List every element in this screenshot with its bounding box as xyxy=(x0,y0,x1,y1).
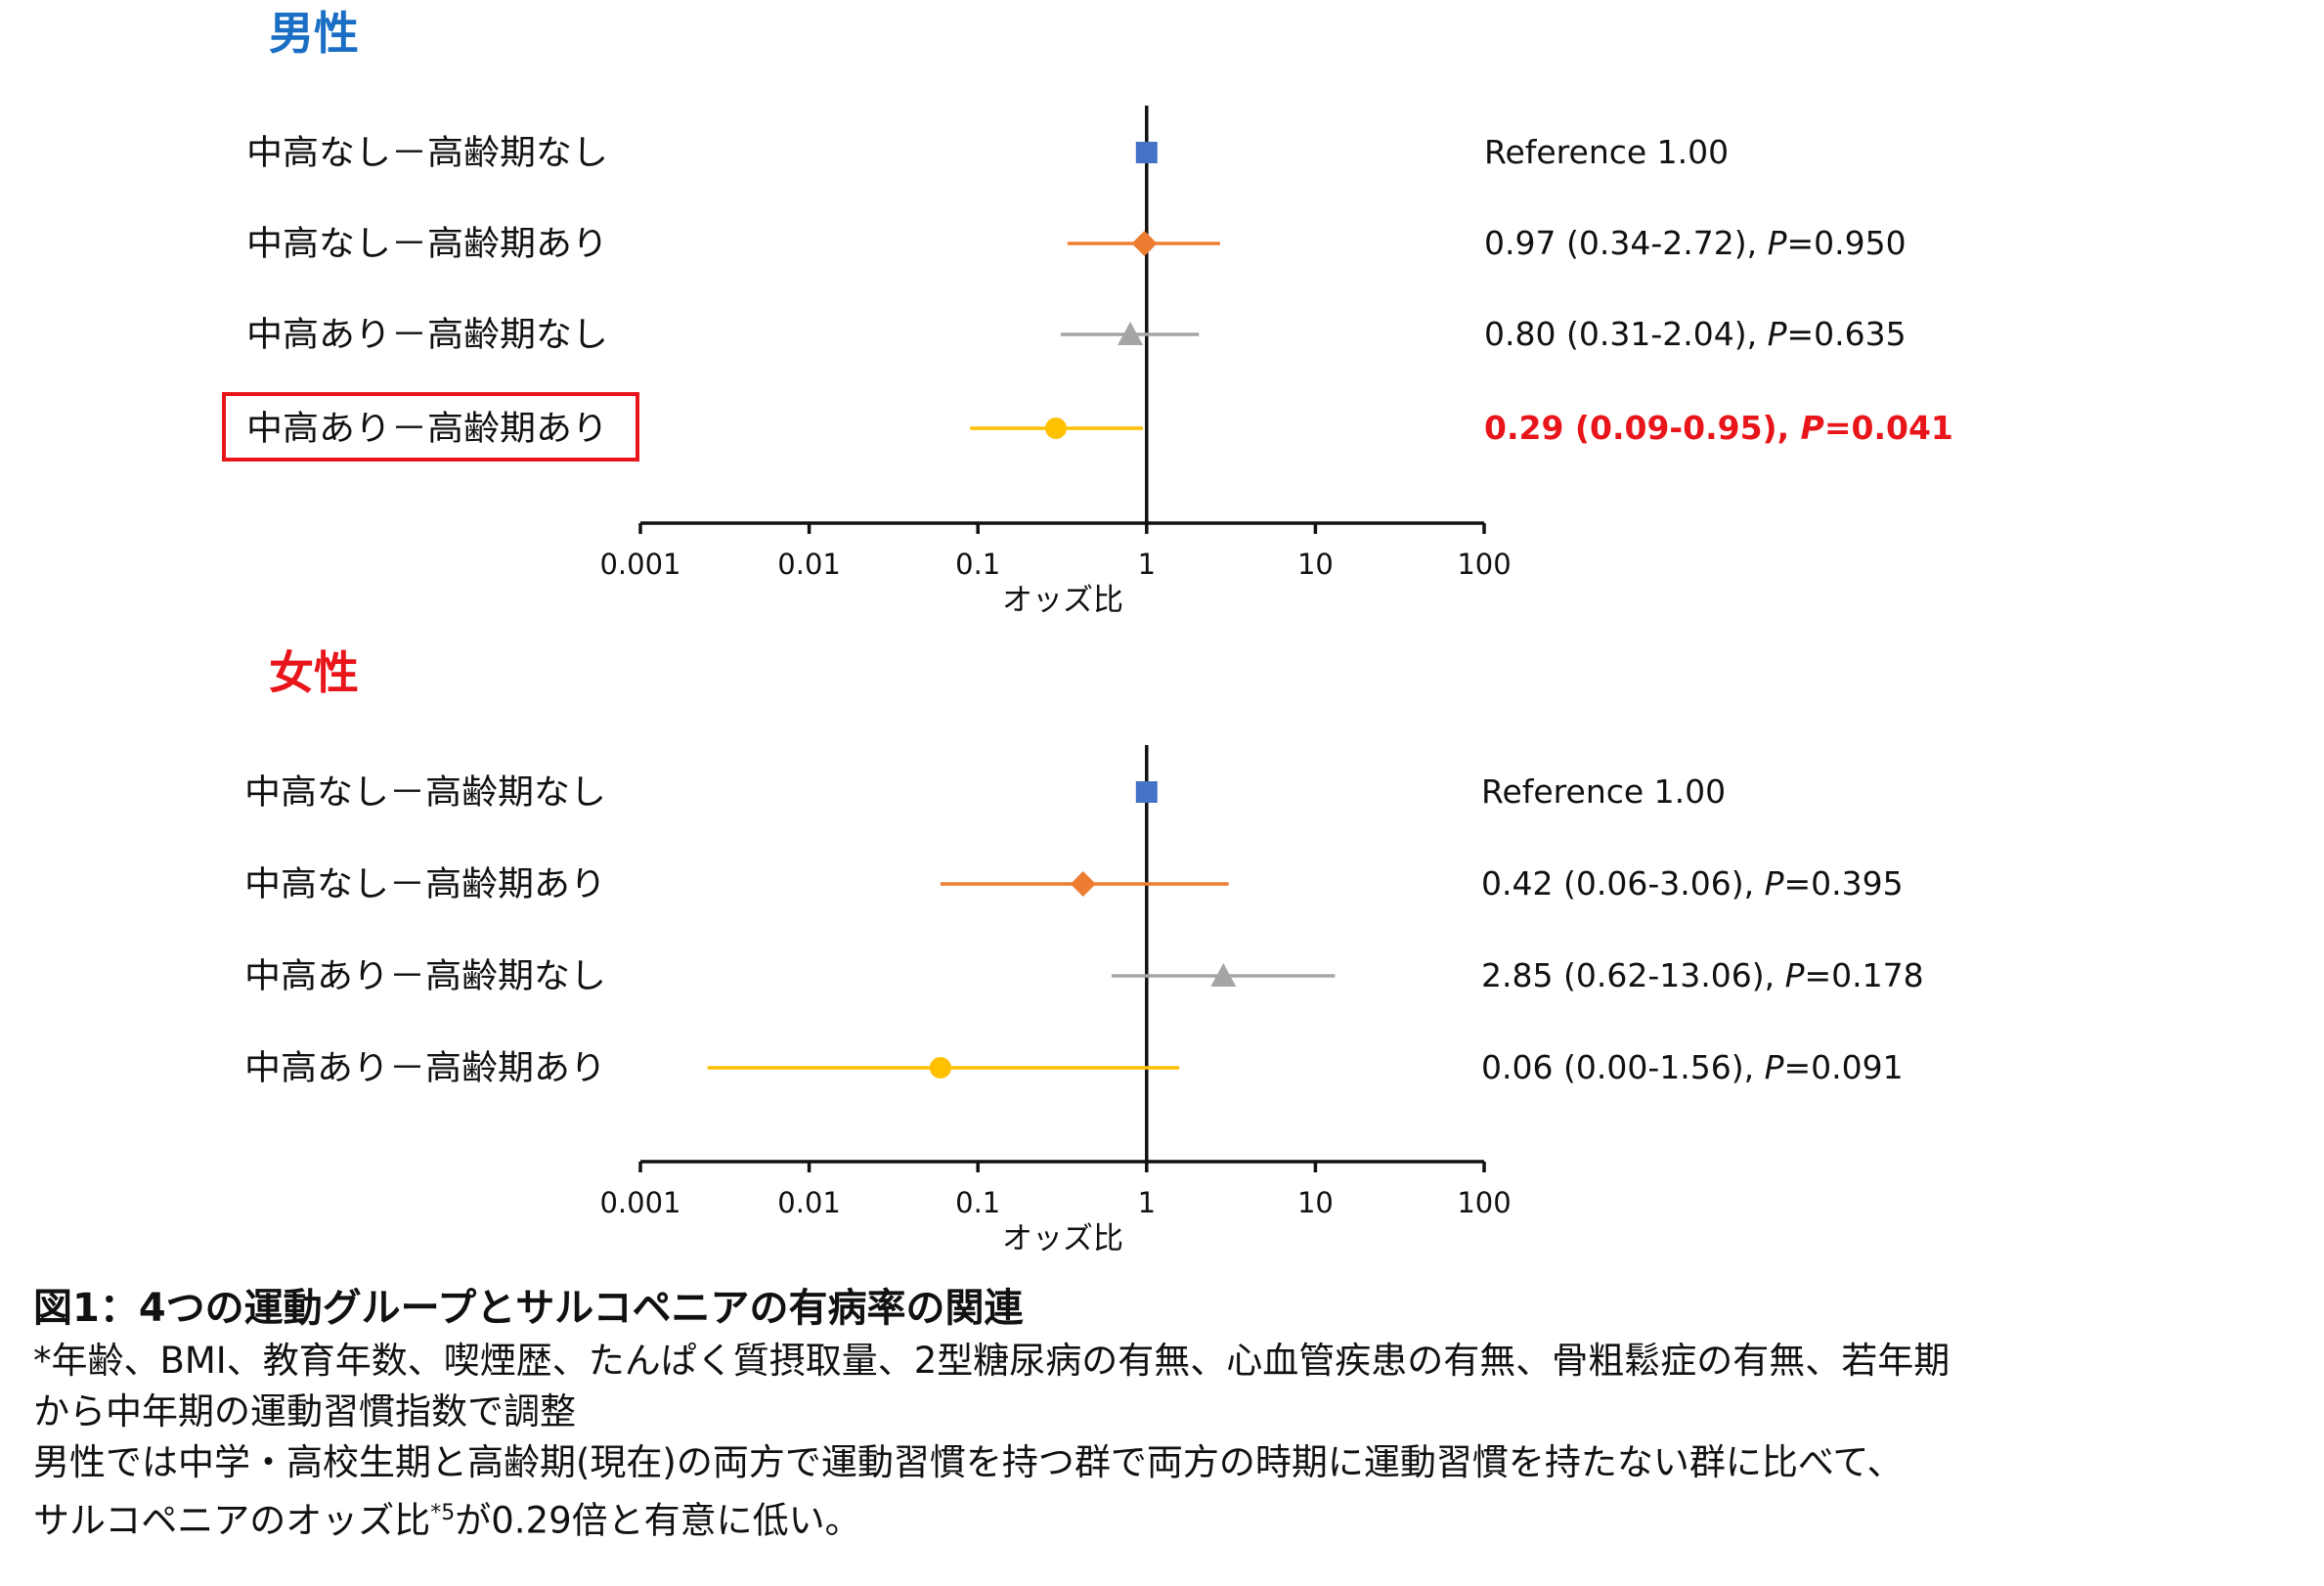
panel-title: 男性 xyxy=(269,7,359,60)
row-value: Reference 1.00 xyxy=(1481,772,1726,811)
row-label: 中高あり－高齢期なし xyxy=(244,957,606,996)
x-tick-label: 1 xyxy=(1138,1186,1156,1219)
square-marker xyxy=(1135,142,1158,163)
x-tick-label: 0.001 xyxy=(599,1186,680,1219)
x-tick-label: 10 xyxy=(1297,1186,1334,1219)
row-label: 中高なし－高齢期あり xyxy=(246,225,608,264)
triangle-marker xyxy=(1118,322,1144,345)
x-tick-label: 0.1 xyxy=(955,548,1000,581)
p-value: =0.395 xyxy=(1783,864,1903,903)
footnote-marker: *5 xyxy=(430,1501,456,1525)
estimate-text: 2.85 (0.62-13.06), xyxy=(1481,956,1785,994)
row-label: 中高あり－高齢期あり xyxy=(246,410,608,449)
row-value: 0.80 (0.31-2.04), P=0.635 xyxy=(1484,315,1907,353)
row-value: 0.42 (0.06-3.06), P=0.395 xyxy=(1481,864,1904,903)
p-value: =0.635 xyxy=(1786,315,1906,353)
row-label: 中高なし－高齢期あり xyxy=(244,865,606,904)
diamond-marker xyxy=(1131,231,1158,256)
circle-marker xyxy=(1045,418,1068,439)
row-value: 0.29 (0.09-0.95), P=0.041 xyxy=(1484,409,1953,447)
p-label: P xyxy=(1768,315,1787,353)
p-value: =0.178 xyxy=(1804,956,1923,994)
row-value: 2.85 (0.62-13.06), P=0.178 xyxy=(1481,956,1924,994)
row-value: 0.06 (0.00-1.56), P=0.091 xyxy=(1481,1048,1904,1086)
row-value: 0.97 (0.34-2.72), P=0.950 xyxy=(1484,224,1907,262)
caption-finding-2: サルコペニアのオッズ比*5が0.29倍と有意に低い。 xyxy=(33,1488,2311,1546)
circle-marker xyxy=(929,1057,951,1079)
row-label: 中高あり－高齢期なし xyxy=(246,316,608,355)
triangle-marker xyxy=(1210,963,1237,987)
estimate-text: 0.06 (0.00-1.56), xyxy=(1481,1048,1765,1086)
x-tick-label: 100 xyxy=(1457,1186,1511,1219)
estimate-text: 0.42 (0.06-3.06), xyxy=(1481,864,1765,903)
panel-title: 女性 xyxy=(269,646,359,699)
forest-panel-1: 男性 0.001 0.01 0.1 1 10 100 オッズ比 中高なし－高齢期なし Refere… xyxy=(222,7,1953,618)
x-tick-label: 0.001 xyxy=(599,548,680,581)
diamond-marker xyxy=(1070,871,1096,897)
figure-caption: 図1：4つの運動グループとサルコペニアの有病率の関連 *年齢、BMI、教育年数、… xyxy=(33,1281,2311,1546)
x-tick-label: 0.01 xyxy=(777,1186,841,1219)
row-label: 中高なし－高齢期なし xyxy=(244,773,606,813)
caption-finding-2b: が0.29倍と有意に低い。 xyxy=(455,1499,861,1542)
row-label: 中高なし－高齢期なし xyxy=(246,134,608,173)
x-tick-label: 0.01 xyxy=(777,548,841,581)
x-tick-label: 100 xyxy=(1457,548,1511,581)
p-value: =0.041 xyxy=(1824,409,1953,447)
caption-finding-1: 男性では中学・高校生期と高齢期(現在)の両方で運動習慣を持つ群で両方の時期に運動… xyxy=(33,1441,1904,1483)
x-tick-label: 0.1 xyxy=(955,1186,1000,1219)
square-marker xyxy=(1135,781,1158,803)
row-label: 中高あり－高齢期あり xyxy=(244,1049,606,1088)
p-label: P xyxy=(1801,409,1824,447)
caption-adjustment-note-2: から中年期の運動習慣指数で調整 xyxy=(33,1390,576,1432)
p-label: P xyxy=(1785,956,1805,994)
estimate-text: 0.29 (0.09-0.95), xyxy=(1484,409,1801,447)
estimate-text: 0.97 (0.34-2.72), xyxy=(1484,224,1768,262)
caption-adjustment-note-1: *年齢、BMI、教育年数、喫煙歴、たんぱく質摂取量、2型糖尿病の有無、心血管疾患… xyxy=(33,1340,1951,1382)
x-axis-label: オッズ比 xyxy=(1002,1221,1123,1256)
p-label: P xyxy=(1768,224,1787,262)
row-value: Reference 1.00 xyxy=(1484,133,1729,171)
highlight-box xyxy=(222,392,639,462)
p-value: =0.091 xyxy=(1783,1048,1903,1086)
estimate-text: 0.80 (0.31-2.04), xyxy=(1484,315,1768,353)
p-value: =0.950 xyxy=(1786,224,1906,262)
caption-finding-2a: サルコペニアのオッズ比 xyxy=(33,1499,431,1542)
forest-panel-2: 女性 0.001 0.01 0.1 1 10 100 オッズ比 中高なし－高齢期なし Refere… xyxy=(244,646,1924,1256)
p-label: P xyxy=(1765,1048,1784,1086)
x-tick-label: 1 xyxy=(1138,548,1156,581)
x-tick-label: 10 xyxy=(1297,548,1334,581)
p-label: P xyxy=(1765,864,1784,903)
x-axis-label: オッズ比 xyxy=(1002,583,1123,618)
caption-title: 図1：4つの運動グループとサルコペニアの有病率の関連 xyxy=(33,1286,1024,1331)
